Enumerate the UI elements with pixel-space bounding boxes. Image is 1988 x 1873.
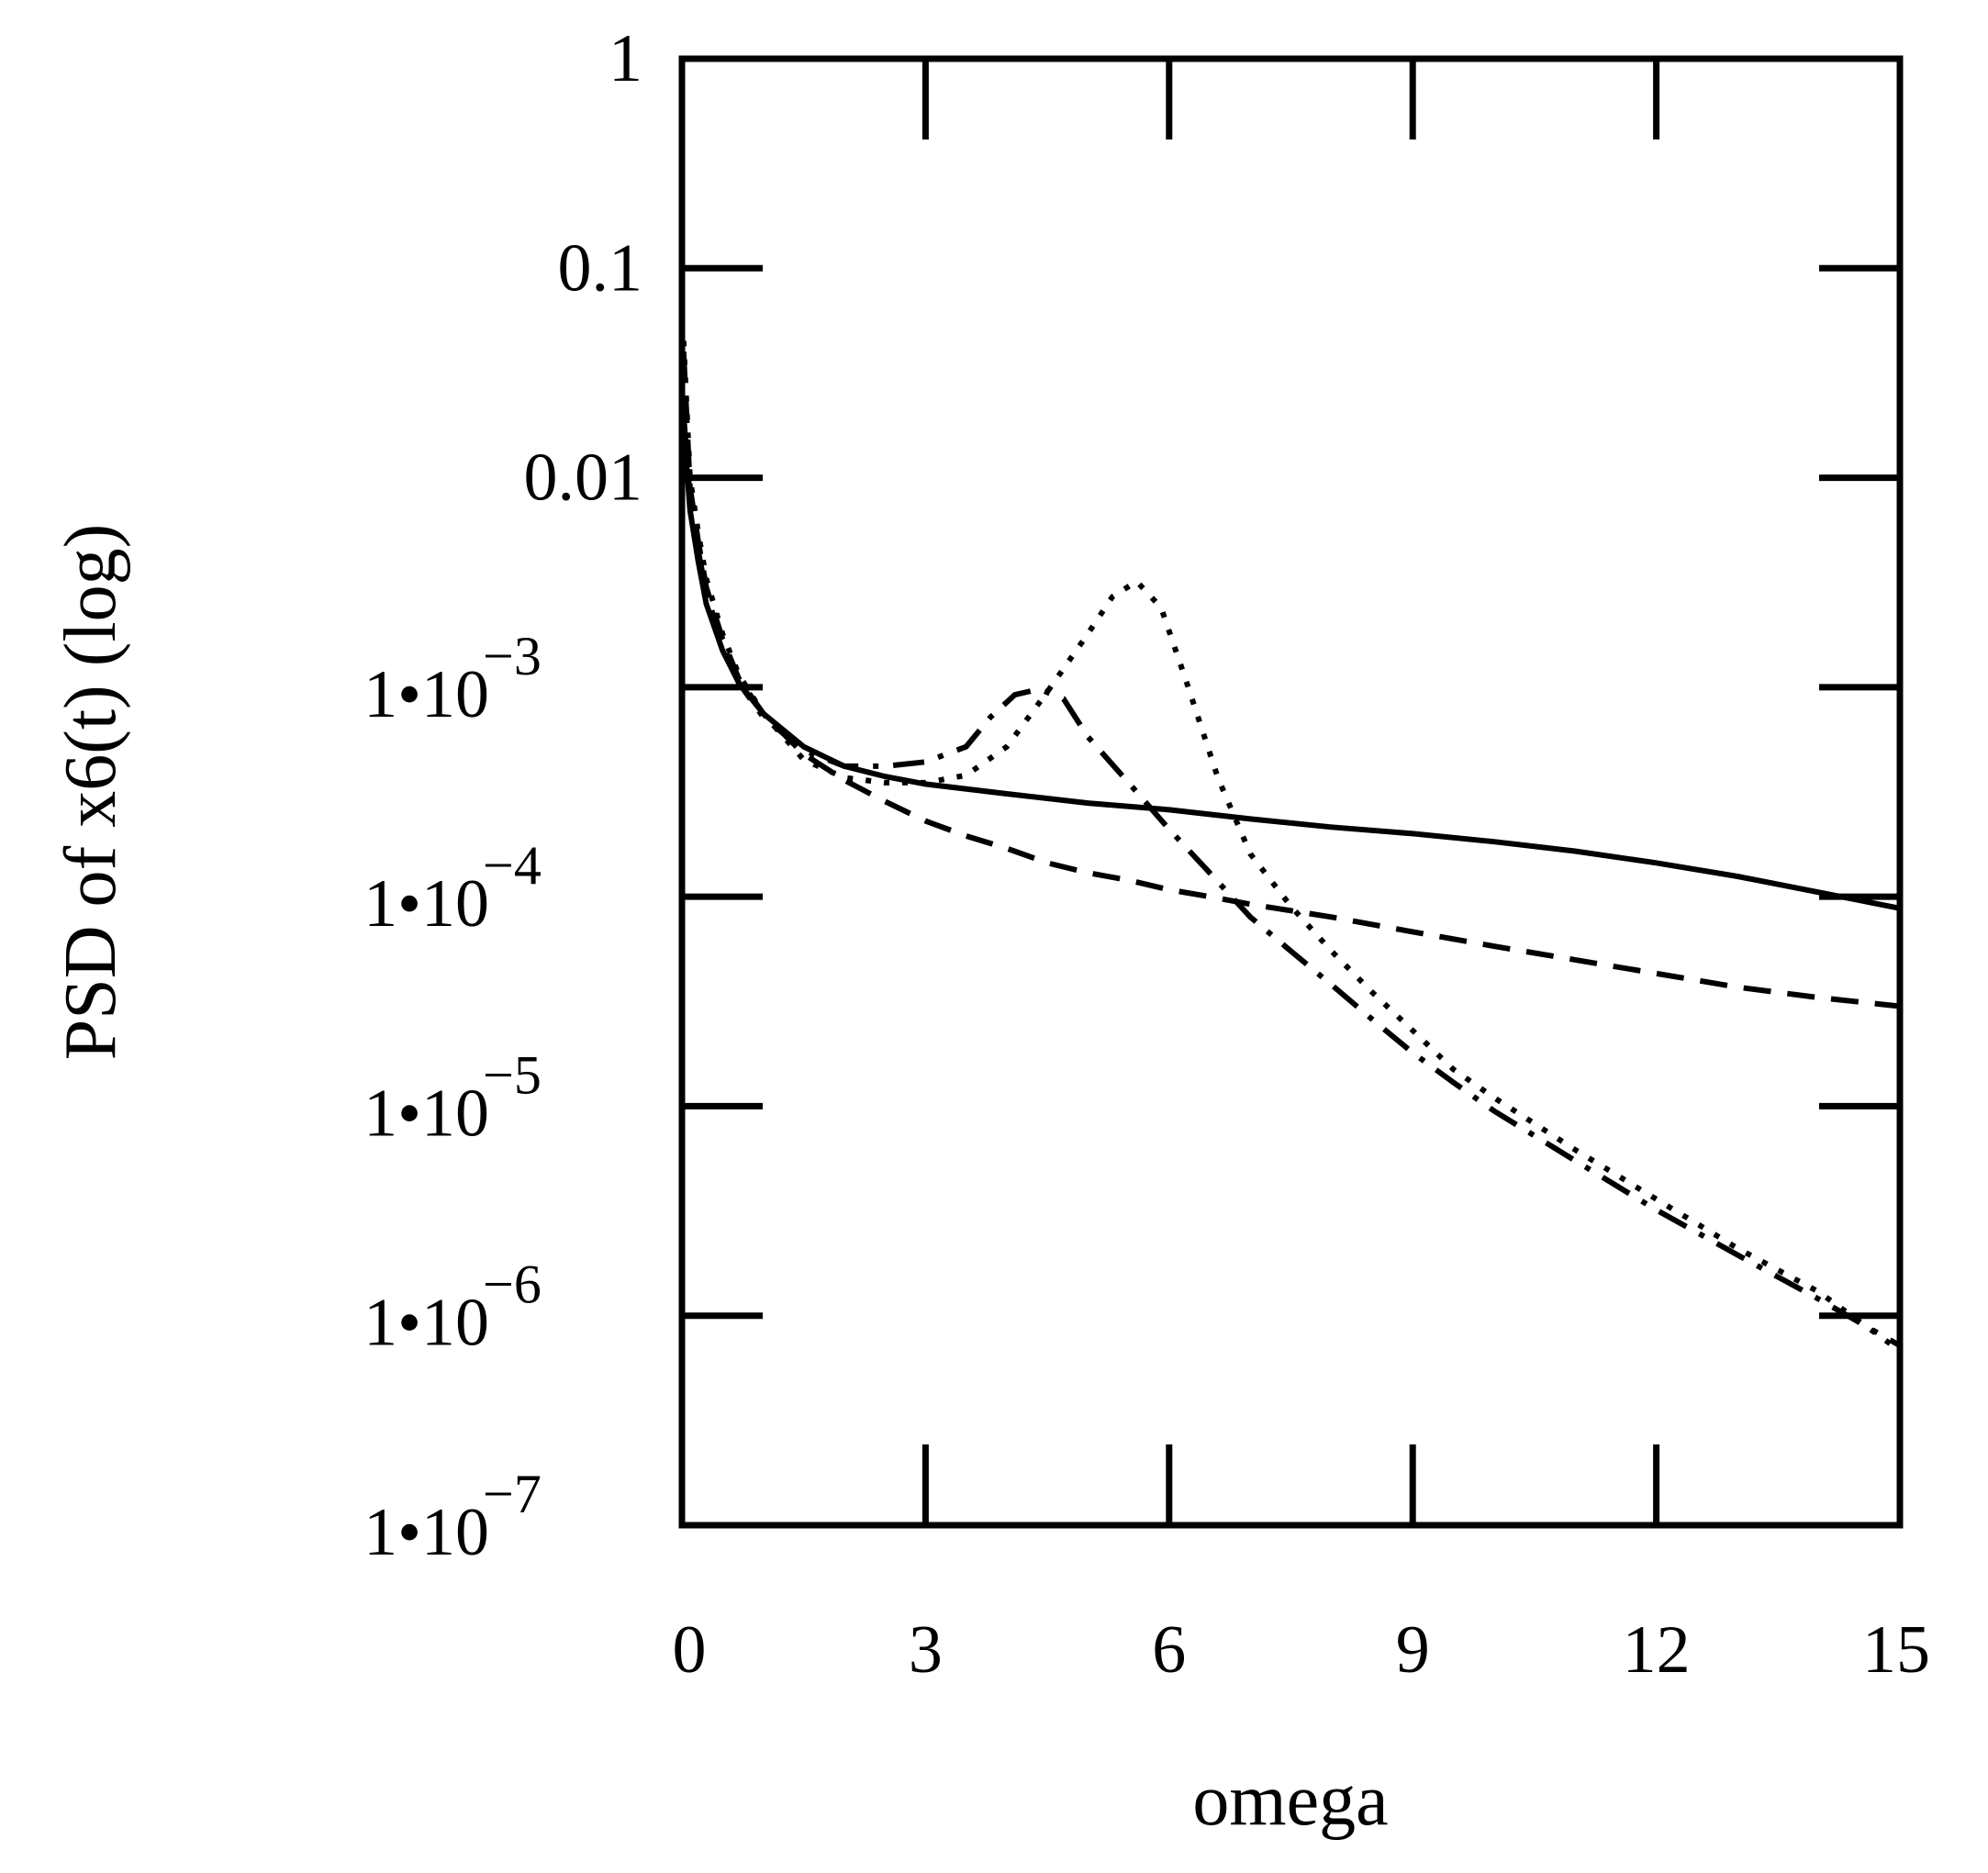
y-tick-exponent: −7 (483, 1464, 542, 1524)
x-tick-label: 15 (1862, 1612, 1930, 1688)
series-group (680, 340, 1902, 1354)
x-tick-label: 9 (1396, 1612, 1430, 1688)
plot-frame (678, 55, 1904, 1529)
y-tick-exponent: −3 (483, 626, 542, 686)
series-line-dashed (680, 351, 1901, 1009)
y-axis-title: PSD of x6(t) (log) (50, 524, 131, 1060)
series-line-dash-dot (680, 414, 1902, 1348)
x-tick-label: 0 (673, 1612, 707, 1688)
y-tick-label: 1•10 (363, 1076, 489, 1151)
y-tick-label: 1•10 (363, 1495, 489, 1570)
y-tick-label: 1•10 (363, 657, 489, 732)
y-tick-label: 1 (609, 21, 642, 96)
y-tick-exponent: −4 (483, 835, 542, 896)
y-tick-label: 1•10 (363, 1286, 489, 1361)
x-tick-label: 3 (909, 1612, 943, 1688)
y-tick-exponent: −6 (483, 1254, 542, 1315)
series-line-dotted (680, 340, 1902, 1354)
y-tick-labels: 10.10.011•10−31•10−41•10−51•10−61•10−7 (363, 21, 642, 1570)
x-axis-title: omega (1192, 1760, 1388, 1841)
y-tick-label: 1•10 (363, 866, 489, 942)
x-tick-labels: 0 3 6 9 12 15 (673, 1612, 1931, 1688)
y-tick-label: 0.1 (558, 230, 643, 306)
x-tick-label: 12 (1623, 1612, 1691, 1688)
y-tick-label: 0.01 (524, 440, 643, 516)
x-tick-label: 6 (1152, 1612, 1186, 1688)
y-tick-exponent: −5 (483, 1044, 542, 1105)
series-line-solid (680, 424, 1901, 911)
